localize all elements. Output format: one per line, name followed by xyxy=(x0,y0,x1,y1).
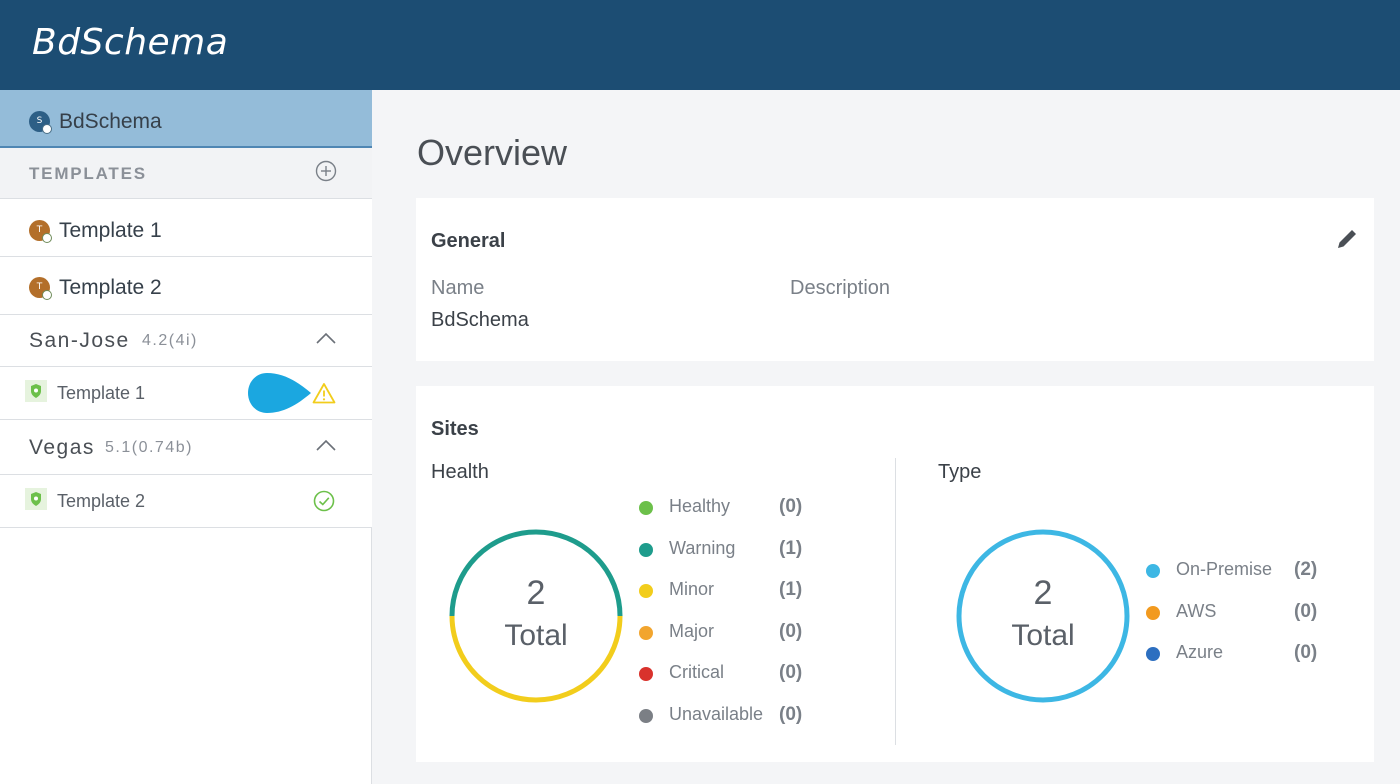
legend-item-critical: Critical (0) xyxy=(639,662,809,686)
health-donut-chart xyxy=(449,529,623,703)
sidebar-item-template-2[interactable]: T Template 2 xyxy=(0,257,372,315)
sidebar-item-label: BdSchema xyxy=(59,110,162,133)
check-circle-icon[interactable] xyxy=(313,490,335,512)
legend-item-healthy: Healthy (0) xyxy=(639,496,809,520)
type-title: Type xyxy=(938,461,982,483)
sidebar-item-label: Template 1 xyxy=(59,219,162,242)
shield-icon xyxy=(25,380,47,402)
sidebar-item-label: Template 2 xyxy=(59,276,162,299)
site-group-san-jose[interactable]: San-Jose 4.2(4i) xyxy=(0,315,372,367)
general-card: General Name BdSchema Description xyxy=(416,198,1374,361)
legend-item-unavailable: Unavailable (0) xyxy=(639,704,809,728)
site-name: San-Jose xyxy=(29,329,130,352)
legend-count: (0) xyxy=(779,662,803,683)
legend-count: (2) xyxy=(1294,559,1318,580)
legend-label: On-Premise xyxy=(1176,559,1273,579)
legend-item-major: Major (0) xyxy=(639,621,809,645)
type-dot xyxy=(1146,647,1160,661)
templates-header-label: TEMPLATES xyxy=(29,164,147,183)
status-dot xyxy=(639,543,653,557)
legend-count: (1) xyxy=(779,538,803,559)
status-dot xyxy=(639,709,653,723)
legend-count: (0) xyxy=(779,496,803,517)
site-version: 5.1(0.74b) xyxy=(105,439,193,456)
legend-count: (0) xyxy=(1294,601,1318,622)
site-template-row[interactable]: Template 2 xyxy=(0,475,372,528)
legend-label: Azure xyxy=(1176,642,1224,662)
legend-label: Unavailable xyxy=(669,704,764,724)
add-template-icon[interactable] xyxy=(315,160,337,182)
sidebar: S BdSchema TEMPLATES T Template 1 T Temp… xyxy=(0,90,372,784)
legend-label: Major xyxy=(669,621,715,641)
status-dot xyxy=(639,626,653,640)
sites-card: Sites Health 2 Total Healthy (0) Warning… xyxy=(416,386,1374,762)
page-title: Overview xyxy=(417,132,568,173)
type-donut-chart xyxy=(956,529,1130,703)
legend-item-minor: Minor (1) xyxy=(639,579,809,603)
type-total-label: Total xyxy=(1011,619,1075,652)
status-dot xyxy=(639,501,653,515)
chevron-up-icon[interactable] xyxy=(315,331,337,345)
legend-item-on-premise: On-Premise (2) xyxy=(1146,559,1326,583)
legend-item-warning: Warning (1) xyxy=(639,538,809,562)
templates-section-header: TEMPLATES xyxy=(0,148,372,199)
site-template-label: Template 2 xyxy=(57,491,146,511)
name-label: Name xyxy=(431,277,485,299)
edit-pencil-icon[interactable] xyxy=(1334,226,1360,252)
legend-label: AWS xyxy=(1176,601,1217,621)
schema-avatar-icon: S xyxy=(29,111,52,134)
legend-label: Minor xyxy=(669,579,715,599)
template-avatar-icon: T xyxy=(29,220,52,243)
callout-pointer-icon xyxy=(248,373,311,413)
warning-icon[interactable] xyxy=(312,382,336,404)
legend-item-azure: Azure (0) xyxy=(1146,642,1326,666)
legend-count: (1) xyxy=(779,579,803,600)
health-total-label: Total xyxy=(504,619,568,652)
site-name: Vegas xyxy=(29,436,95,459)
legend-label: Warning xyxy=(669,538,736,558)
legend-count: (0) xyxy=(779,621,803,642)
status-dot xyxy=(639,667,653,681)
app-header: BdSchema xyxy=(0,0,1400,90)
legend-count: (0) xyxy=(1294,642,1318,663)
type-total-number: 2 xyxy=(1033,574,1053,612)
template-avatar-icon: T xyxy=(29,277,52,300)
legend-label: Critical xyxy=(669,662,725,682)
app-title: BdSchema xyxy=(32,22,229,63)
sites-title: Sites xyxy=(431,418,479,440)
section-divider xyxy=(895,458,896,745)
health-title: Health xyxy=(431,461,489,483)
type-dot xyxy=(1146,606,1160,620)
general-title: General xyxy=(431,230,506,252)
legend-item-aws: AWS (0) xyxy=(1146,601,1326,625)
chevron-up-icon[interactable] xyxy=(315,438,337,452)
site-version: 4.2(4i) xyxy=(142,332,198,349)
health-total-number: 2 xyxy=(526,574,546,612)
sidebar-item-schema[interactable]: S BdSchema xyxy=(0,90,372,148)
description-label: Description xyxy=(790,277,891,299)
sidebar-item-template-1[interactable]: T Template 1 xyxy=(0,199,372,257)
site-group-vegas[interactable]: Vegas 5.1(0.74b) xyxy=(0,420,372,475)
status-dot xyxy=(639,584,653,598)
name-value: BdSchema xyxy=(431,309,529,331)
site-template-label: Template 1 xyxy=(57,383,146,403)
legend-count: (0) xyxy=(779,704,803,725)
shield-icon xyxy=(25,488,47,510)
type-dot xyxy=(1146,564,1160,578)
legend-label: Healthy xyxy=(669,496,731,516)
